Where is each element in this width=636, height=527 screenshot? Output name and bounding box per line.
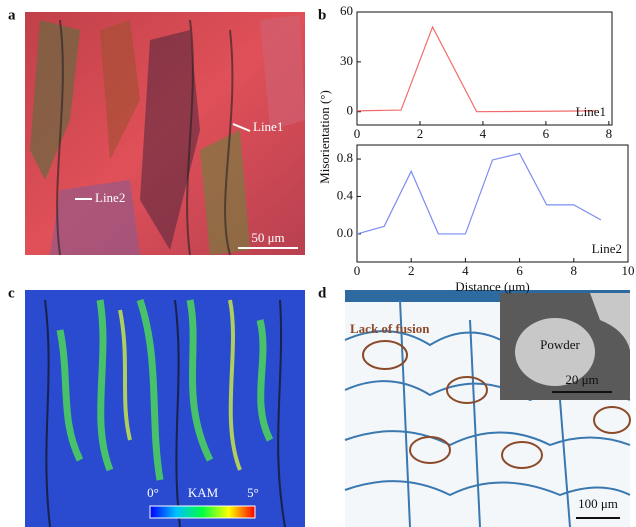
line-label: Line1 bbox=[253, 119, 283, 134]
powder-label: Powder bbox=[540, 337, 580, 352]
x-tick-label: 4 bbox=[462, 263, 469, 278]
data-line bbox=[356, 152, 602, 235]
y-tick-label: 60 bbox=[340, 3, 353, 18]
y-axis-label: Misorientation (°) bbox=[317, 90, 332, 184]
panel-label: d bbox=[318, 285, 327, 301]
x-axis-label: Distance (μm) bbox=[455, 279, 529, 294]
x-tick-label: 2 bbox=[417, 126, 424, 141]
scale-label: 100 μm bbox=[578, 496, 618, 511]
micrograph bbox=[344, 290, 631, 527]
y-tick-label: 0.8 bbox=[337, 150, 353, 165]
lack-of-fusion: Lack of fusion bbox=[350, 321, 430, 336]
x-tick-label: 6 bbox=[516, 263, 523, 278]
panel-label: a bbox=[8, 7, 16, 23]
panel-label: b bbox=[318, 7, 326, 23]
series-label: Line1 bbox=[576, 104, 606, 119]
y-tick-label: 0 bbox=[347, 103, 354, 118]
kam-max: 5° bbox=[247, 485, 259, 500]
y-tick-label: 0.4 bbox=[337, 187, 354, 202]
x-tick-label: 6 bbox=[543, 126, 550, 141]
kam-map bbox=[25, 290, 305, 527]
y-tick-label: 30 bbox=[340, 53, 353, 68]
ebsd-map bbox=[25, 12, 305, 256]
line-label: Line2 bbox=[95, 190, 125, 205]
scale-label: 20 μm bbox=[565, 372, 598, 387]
x-tick-label: 4 bbox=[480, 126, 487, 141]
x-tick-label: 8 bbox=[571, 263, 578, 278]
kam-min: 0° bbox=[147, 485, 159, 500]
x-tick-label: 0 bbox=[354, 263, 361, 278]
x-tick-label: 8 bbox=[606, 126, 613, 141]
plot-frame bbox=[356, 144, 629, 263]
data-line bbox=[356, 25, 597, 113]
plot-frame bbox=[356, 11, 613, 126]
x-tick-label: 0 bbox=[354, 126, 361, 141]
x-tick-label: 2 bbox=[408, 263, 415, 278]
scale-label: 50 μm bbox=[251, 230, 284, 245]
series-label: Line2 bbox=[592, 241, 622, 256]
kam-title: KAM bbox=[188, 485, 219, 500]
panel-label: c bbox=[8, 285, 15, 301]
x-tick-label: 10 bbox=[622, 263, 635, 278]
y-tick-label: 0.0 bbox=[337, 225, 353, 240]
